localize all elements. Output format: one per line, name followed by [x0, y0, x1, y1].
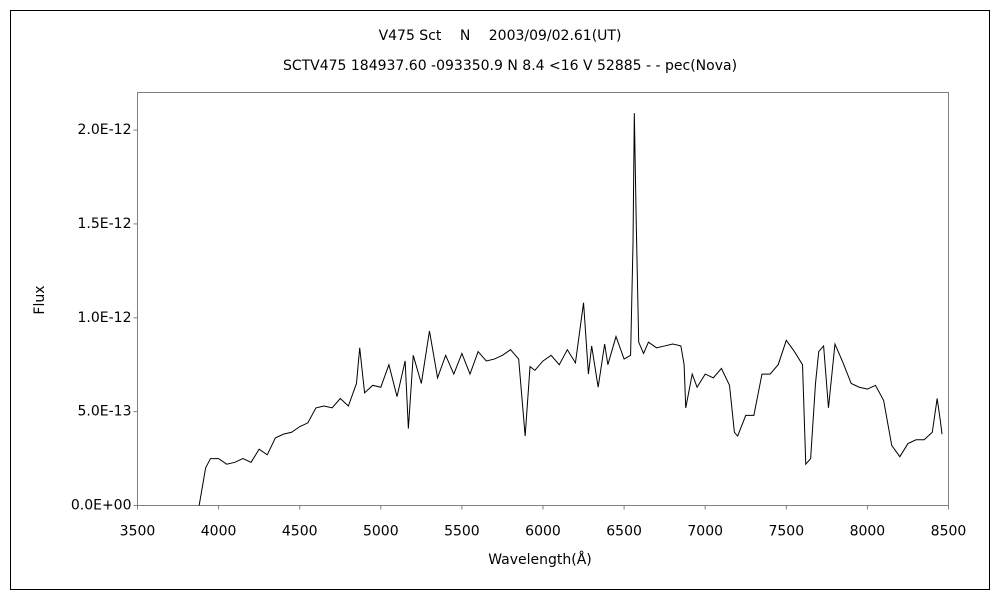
x-tick-label: 5000	[363, 524, 399, 540]
x-tick-label: 8000	[850, 524, 886, 540]
x-tick-label: 7500	[768, 524, 804, 540]
plot-area	[137, 92, 949, 506]
x-tick-label: 7000	[687, 524, 723, 540]
chart-subtitle: SCTV475 184937.60 -093350.9 N 8.4 <16 V …	[283, 58, 737, 74]
spectrum-line	[198, 113, 943, 506]
chart-border	[10, 10, 990, 590]
x-tick-label: 3500	[120, 524, 156, 540]
y-tick-label: 1.5E-12	[78, 216, 132, 232]
y-tick-label: 2.0E-12	[78, 122, 132, 138]
x-axis-label: Wavelength(Å)	[488, 551, 592, 568]
x-tick-label: 5500	[444, 524, 480, 540]
y-tick-label: 0.0E+00	[71, 498, 132, 514]
x-tick-label: 8500	[931, 524, 967, 540]
x-tick-label: 6500	[606, 524, 642, 540]
y-tick-label: 1.0E-12	[78, 310, 132, 326]
y-tick-label: 5.0E-13	[78, 404, 132, 420]
y-axis-label: Flux	[32, 285, 48, 314]
x-tick-label: 4000	[201, 524, 237, 540]
x-tick-label: 4500	[282, 524, 318, 540]
x-tick-label: 6000	[525, 524, 561, 540]
chart-title: V475 Sct N 2003/09/02.61(UT)	[379, 28, 622, 44]
